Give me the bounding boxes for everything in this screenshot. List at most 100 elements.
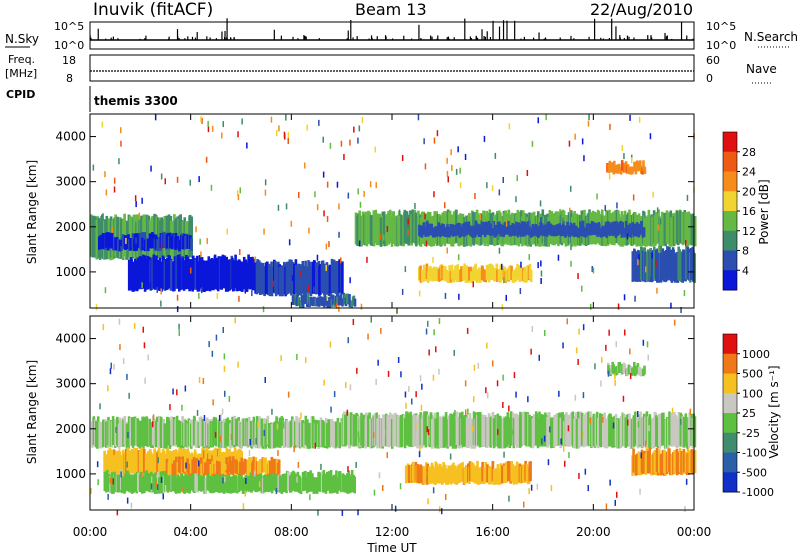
scatter-cell [614, 379, 616, 386]
heatmap-cell [297, 263, 300, 295]
scatter-cell [271, 408, 273, 415]
scatter-cell [325, 243, 328, 250]
heatmap-cell [612, 225, 615, 237]
heatmap-cell [646, 416, 650, 448]
scatter-cell [589, 417, 592, 424]
heatmap-cell [679, 210, 682, 244]
heatmap-cell [341, 298, 344, 307]
scatter-cell [142, 472, 144, 479]
heatmap-cell [185, 254, 188, 289]
heatmap-cell [329, 292, 333, 304]
heatmap-cell [124, 449, 128, 473]
scatter-cell [96, 461, 99, 468]
scatter-cell [330, 406, 332, 413]
heatmap-cell [350, 300, 353, 308]
heatmap-cell [641, 416, 644, 448]
heatmap-cell [102, 235, 106, 250]
heatmap-cell [657, 252, 661, 283]
scatter-cell [309, 494, 311, 501]
heatmap-cell [670, 454, 674, 476]
freq-right-tick-bottom: 0 [706, 72, 713, 85]
scatter-cell [650, 275, 652, 282]
heatmap-cell [669, 453, 672, 476]
heatmap-cell [430, 419, 434, 449]
heatmap-cell [532, 225, 536, 237]
heatmap-cell [394, 215, 397, 246]
scatter-cell [270, 116, 273, 123]
heatmap-cell [154, 472, 157, 492]
heatmap-cell [678, 249, 681, 281]
scatter-cell [263, 429, 266, 436]
heatmap-cell [672, 249, 675, 282]
scatter-cell [102, 324, 105, 331]
heatmap-cell [614, 367, 617, 376]
scatter-cell [433, 329, 435, 336]
heatmap-cell [311, 473, 314, 492]
heatmap-cell [158, 453, 162, 476]
scatter-cell [479, 214, 481, 221]
scatter-cell [578, 328, 580, 335]
colorbar-segment [723, 452, 737, 473]
scatter-cell [206, 237, 208, 244]
scatter-cell [420, 404, 423, 411]
heatmap-cell [398, 417, 401, 448]
scatter-cell [101, 121, 104, 128]
heatmap-cell [248, 457, 251, 473]
heatmap-cell [614, 413, 618, 447]
scatter-cell [135, 201, 137, 208]
heatmap-cell [144, 255, 147, 289]
scatter-cell [99, 403, 101, 410]
heatmap-cell [486, 264, 489, 280]
heatmap-cell [638, 454, 642, 476]
heatmap-cell [513, 465, 516, 484]
heatmap-cell [304, 415, 308, 445]
heatmap-cell [172, 417, 176, 446]
scatter-cell [685, 240, 687, 246]
heatmap-cell [129, 450, 132, 474]
heatmap-cell [450, 464, 454, 483]
heatmap-cell [130, 238, 133, 251]
colorbar-segment [723, 270, 737, 291]
heatmap-cell [621, 222, 624, 235]
scatter-cell [581, 138, 584, 145]
heatmap-cell [261, 262, 265, 295]
heatmap-cell [445, 468, 448, 485]
heatmap-cell [617, 418, 621, 449]
colorbar-segment [723, 334, 737, 355]
scatter-cell [370, 316, 372, 323]
scatter-cell [377, 359, 379, 366]
heatmap-cell [452, 224, 456, 236]
scatter-cell [433, 137, 436, 144]
heatmap-cell [294, 473, 297, 492]
heatmap-cell [631, 222, 635, 235]
scatter-cell [296, 353, 298, 360]
heatmap-cell [484, 414, 487, 447]
scatter-cell [150, 165, 152, 172]
heatmap-cell [196, 261, 200, 292]
heatmap-cell [643, 166, 647, 175]
ytick-label: 2000 [55, 220, 86, 234]
scatter-cell [104, 171, 106, 178]
heatmap-cell [458, 412, 462, 446]
heatmap-cell [147, 450, 150, 474]
scatter-cell [540, 260, 542, 267]
noise-right-tick-top: 10^5 [706, 20, 736, 33]
heatmap-cell [628, 413, 631, 446]
colorbar-segment [723, 230, 737, 251]
heatmap-cell [137, 257, 140, 290]
scatter-cell [647, 354, 649, 361]
heatmap-cell [151, 232, 154, 248]
scatter-cell [492, 360, 494, 367]
heatmap-cell [523, 266, 527, 281]
heatmap-cell [243, 458, 247, 474]
heatmap-cell [307, 262, 311, 295]
heatmap-cell [582, 225, 585, 237]
heatmap-cell [686, 246, 690, 280]
heatmap-cell [350, 469, 354, 490]
heatmap-cell [388, 412, 392, 446]
heatmap-cell [444, 266, 447, 281]
scatter-cell [587, 485, 589, 492]
heatmap-cell [452, 270, 456, 283]
scatter-cell [608, 173, 611, 180]
heatmap-cell [225, 475, 228, 493]
